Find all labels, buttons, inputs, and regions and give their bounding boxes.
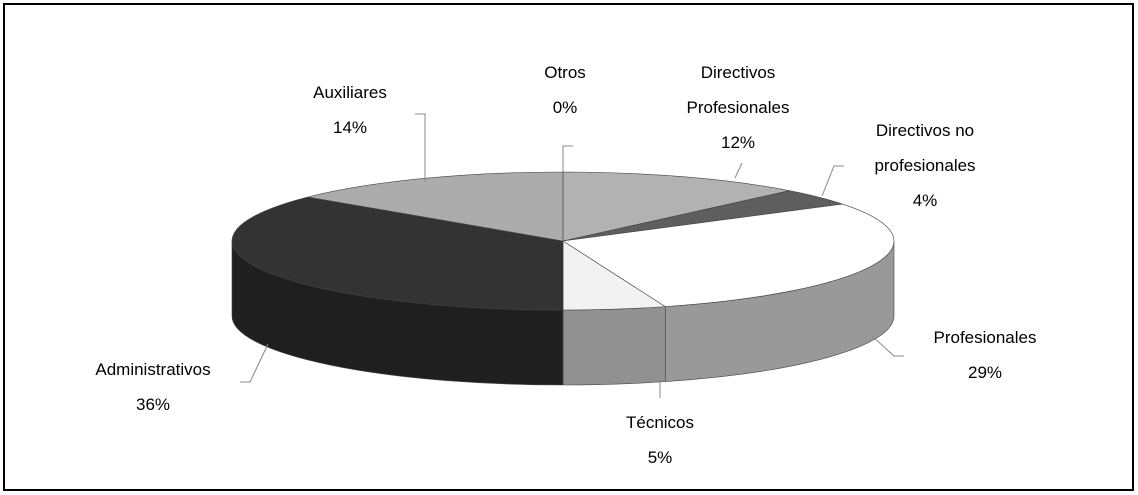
leader-line	[240, 343, 269, 383]
leader-line	[734, 162, 743, 179]
leader-line	[415, 113, 426, 182]
slice-side	[562, 306, 666, 386]
leader-line	[562, 145, 573, 172]
slice-value-label: 12%	[720, 133, 756, 152]
slice	[231, 196, 564, 311]
slice-label: Técnicos	[625, 413, 695, 432]
leader-line	[871, 335, 904, 357]
slice	[562, 203, 895, 307]
slice-label: Profesionales	[933, 328, 1037, 347]
slice-value-label: 29%	[967, 363, 1003, 382]
leader-line	[821, 165, 844, 197]
slice-label: Directivos no profesionales	[874, 121, 976, 175]
slice-value-label: 5%	[647, 448, 673, 467]
slice-label: Auxiliares	[313, 83, 387, 102]
slice-value-label: 14%	[332, 118, 368, 137]
slice	[562, 171, 790, 242]
slice-label: Otros	[544, 63, 586, 82]
slice-value-label: 4%	[912, 191, 938, 210]
slice-label: Administrativos	[95, 360, 211, 379]
slice-value-label: 36%	[135, 395, 171, 414]
slice	[307, 171, 564, 242]
slice-value-label: 0%	[552, 98, 578, 117]
slice-label: Directivos Profesionales	[686, 63, 790, 117]
